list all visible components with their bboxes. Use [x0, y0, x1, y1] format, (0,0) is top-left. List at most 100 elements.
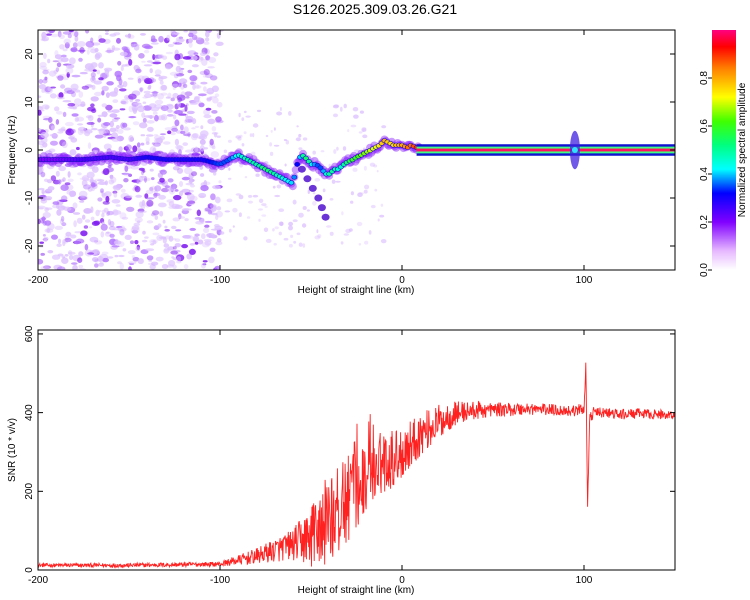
noise-blob	[61, 127, 66, 132]
noise-blob	[140, 33, 146, 36]
noise-blob	[140, 88, 143, 93]
noise-blob	[190, 243, 196, 246]
noise-blob	[333, 114, 338, 118]
noise-blob	[109, 34, 116, 37]
noise-blob	[248, 201, 253, 204]
noise-blob	[39, 242, 44, 244]
noise-blob	[88, 142, 91, 149]
noise-blob	[119, 229, 124, 235]
noise-blob	[51, 125, 55, 130]
noise-blob	[153, 193, 160, 196]
noise-blob	[174, 32, 180, 35]
noise-blob	[40, 253, 45, 256]
noise-blob	[161, 114, 167, 120]
noise-blob	[70, 47, 77, 52]
noise-blob	[120, 108, 126, 110]
noise-blob	[41, 32, 46, 39]
colorbar-label: Normalized spectral amplitude	[737, 82, 748, 217]
noise-blob	[245, 176, 248, 178]
noise-blob	[353, 115, 359, 119]
noise-blob	[77, 218, 83, 224]
noise-blob	[56, 119, 59, 125]
noise-blob	[316, 229, 318, 233]
noise-blob	[250, 133, 253, 137]
noise-blob	[42, 216, 46, 222]
spectrogram-panel: -200 -100 0 100-20-1001020 Height of straig…	[7, 27, 675, 296]
noise-blob	[160, 80, 164, 84]
noise-blob	[43, 53, 47, 59]
noise-blob	[147, 220, 153, 223]
noise-blob	[174, 110, 183, 114]
noise-blob	[56, 111, 63, 115]
noise-blob	[57, 266, 65, 271]
noise-blob	[151, 42, 159, 45]
noise-blob	[43, 118, 51, 120]
noise-blob	[95, 210, 100, 217]
noise-blob	[152, 91, 157, 97]
noise-blob	[73, 107, 77, 109]
noise-blob	[314, 178, 320, 182]
noise-blob	[247, 216, 250, 219]
noise-blob	[164, 229, 170, 232]
colorbar-tick-label: 0.2	[699, 215, 710, 229]
noise-blob	[192, 133, 199, 138]
noise-blob	[148, 263, 156, 266]
noise-blob	[201, 263, 206, 269]
noise-blob	[228, 140, 232, 143]
colorbar: 0.00.20.40.60.8 Normalized spectral ampl…	[699, 30, 748, 277]
noise-blob	[108, 165, 112, 167]
noise-blob	[181, 189, 190, 193]
noise-blob	[179, 181, 183, 187]
noise-blob	[190, 185, 195, 188]
noise-blob	[146, 190, 153, 195]
noise-blob	[144, 50, 149, 54]
noise-blob	[128, 59, 132, 66]
noise-blob	[112, 245, 120, 247]
noise-blob	[239, 212, 242, 217]
noise-blob	[102, 86, 109, 92]
noise-blob	[109, 221, 114, 227]
noise-blob	[116, 125, 120, 129]
noise-blob	[336, 147, 339, 151]
noise-blob	[113, 192, 117, 197]
noise-blob	[217, 136, 221, 138]
noise-blob	[117, 61, 121, 66]
noise-blob	[80, 230, 87, 236]
noise-blob	[174, 54, 180, 61]
noise-blob	[154, 115, 159, 122]
noise-blob	[171, 98, 175, 102]
noise-blob	[192, 64, 199, 67]
noise-blob	[120, 263, 124, 270]
noise-blob	[109, 113, 117, 117]
noise-blob	[344, 233, 349, 236]
noise-blob	[214, 133, 217, 138]
noise-blob	[65, 254, 69, 257]
noise-blob	[50, 93, 57, 98]
noise-blob	[185, 116, 193, 123]
noise-blob	[276, 112, 282, 116]
noise-blob	[159, 76, 168, 79]
noise-blob	[158, 54, 164, 58]
noise-blob	[216, 42, 224, 46]
noise-blob	[85, 244, 89, 251]
noise-blob	[150, 68, 153, 73]
noise-blob	[110, 128, 117, 133]
noise-blob	[183, 56, 191, 60]
noise-blob	[233, 225, 235, 228]
noise-blob	[344, 104, 347, 109]
noise-blob	[48, 186, 55, 191]
noise-blob	[56, 67, 59, 72]
noise-blob	[277, 185, 282, 189]
noise-blob	[373, 165, 377, 168]
noise-blob	[210, 204, 217, 209]
noise-blob	[141, 112, 145, 118]
noise-blob	[152, 233, 159, 236]
noise-blob	[61, 206, 67, 209]
noise-blob	[206, 97, 211, 102]
noise-blob	[164, 243, 170, 247]
noise-blob	[82, 215, 86, 220]
noise-blob	[115, 239, 118, 245]
noise-blob	[198, 56, 202, 63]
noise-blob	[136, 211, 144, 218]
noise-blob	[86, 41, 95, 48]
